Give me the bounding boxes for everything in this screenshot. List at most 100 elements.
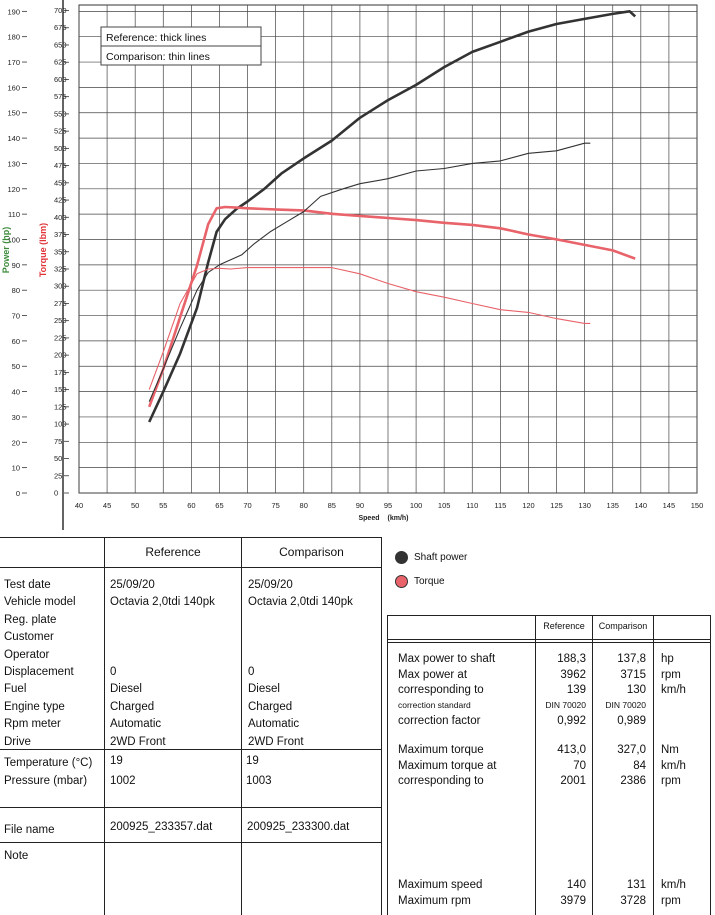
dyno-chart: 0 10 20 30 40 50 60 70 80 90 100 110 120 130 140 150 160…	[1, 0, 703, 530]
power-tick-label: 30	[12, 413, 20, 422]
speed-tick-label: 75	[271, 501, 279, 510]
torque-tick-label: 550	[54, 109, 67, 118]
power-tick-label: 20	[12, 438, 20, 447]
torque-tick-label: 200	[54, 351, 67, 360]
power-tick-label: 70	[12, 312, 20, 321]
env-label-pressure: Pressure (mbar)	[4, 775, 88, 787]
info-value-comparison: 0	[248, 666, 255, 678]
result-comparison: 327,0	[617, 744, 646, 756]
info-value-reference: 25/09/20	[110, 579, 155, 591]
result-comparison: 3715	[620, 668, 646, 681]
speed-tick-label: 130	[578, 501, 591, 510]
result-label: Max power to shaft	[398, 653, 496, 665]
speed-tick-label: 105	[438, 501, 451, 510]
result-reference: 140	[566, 879, 586, 891]
result-label: Max power at	[398, 668, 468, 681]
power-axis-label: Power (hp)	[1, 227, 11, 274]
result-reference: 188,3	[557, 653, 586, 665]
column-divider	[241, 537, 242, 915]
file-name-comparison: 200925_233300.dat	[247, 821, 350, 833]
speed-tick-label: 115	[494, 501, 506, 510]
file-name-reference: 200925_233357.dat	[110, 821, 213, 833]
torque-tick-label: 650	[54, 40, 67, 49]
power-tick-label: 60	[12, 337, 20, 346]
comparison-torque-line	[148, 267, 591, 390]
info-value-comparison: Charged	[248, 700, 293, 713]
temperature-reference: 19	[110, 755, 123, 767]
power-tick-label: 130	[7, 159, 20, 168]
result-unit: km/h	[661, 684, 686, 696]
torque-tick-label: 125	[54, 402, 67, 411]
torque-tick-label: 325	[54, 264, 67, 273]
info-value-comparison: 25/09/20	[248, 579, 293, 591]
power-tick-label: 190	[7, 7, 20, 16]
column-divider	[535, 615, 536, 915]
result-label: Maximum torque at	[398, 759, 497, 772]
legend-item-torque: Torque	[395, 569, 467, 593]
results-table: Reference Comparison Max power to shaft 1…	[387, 615, 711, 915]
torque-tick-label: 100	[54, 420, 67, 429]
power-tick-label: 80	[12, 286, 20, 295]
temperature-comparison: 19	[246, 755, 259, 767]
result-unit: km/h	[661, 879, 686, 891]
result-comparison: 84	[633, 759, 646, 772]
torque-tick-label: 500	[54, 144, 67, 153]
table-top-border	[388, 615, 710, 616]
env-label-temperature: Temperature (°C)	[4, 757, 93, 769]
torque-swatch	[395, 574, 408, 588]
speed-tick-label: 125	[550, 501, 563, 510]
speed-tick-label: 145	[663, 501, 676, 510]
torque-tick-label: 250	[54, 316, 67, 325]
speed-axis: 40 45 50 55 60 65 70 75 80 85 90 95 100 105 110 115 120 1…	[75, 501, 703, 510]
torque-tick-label: 400	[54, 213, 67, 222]
power-tick-label: 100	[7, 235, 20, 244]
torque-axis-label: Torque (lbm)	[38, 223, 48, 277]
torque-tick-label: 225	[54, 333, 67, 342]
reference-torque-line	[147, 205, 636, 408]
note-label: Note	[4, 850, 29, 862]
speed-axis-label: Speed	[358, 515, 379, 522]
torque-tick-label: 375	[54, 230, 67, 239]
column-divider	[592, 615, 593, 915]
info-value-reference: 2WD Front	[110, 735, 166, 748]
pressure-reference: 1002	[110, 775, 136, 787]
speed-tick-label: 90	[356, 501, 364, 510]
torque-tick-label: 175	[54, 368, 67, 377]
power-tick-label: 90	[12, 261, 20, 270]
result-unit: rpm	[661, 668, 681, 681]
result-unit: km/h	[661, 759, 686, 772]
annotation-reference: Reference: thick lines	[106, 32, 206, 44]
result-label: correction standard	[398, 699, 471, 710]
result-reference: 2001	[560, 775, 586, 787]
info-label: Rpm meter	[4, 718, 61, 731]
info-label: Customer	[4, 631, 54, 644]
legend-label-torque: Torque	[414, 575, 445, 587]
power-axis: 0 10 20 30 40 50 60 70 80 90 100 110 120 130 140 150 160…	[7, 7, 27, 498]
column-divider	[104, 537, 105, 915]
shaft-power-swatch	[395, 550, 408, 564]
info-label: Operator	[4, 648, 50, 661]
speed-tick-label: 65	[215, 501, 223, 510]
speed-tick-label: 60	[187, 501, 195, 510]
speed-tick-label: 40	[75, 501, 83, 510]
result-reference: 70	[573, 759, 586, 772]
torque-tick-label: 50	[54, 454, 62, 463]
chart-grid	[78, 4, 698, 494]
power-tick-label: 10	[12, 464, 20, 473]
info-value-reference: Automatic	[110, 718, 162, 731]
chart-series	[147, 10, 637, 423]
annotation-comparison: Comparison: thin lines	[106, 51, 210, 63]
speed-tick-label: 85	[328, 501, 336, 510]
result-unit: rpm	[661, 894, 681, 907]
torque-tick-label: 25	[54, 471, 62, 480]
result-label: Maximum torque	[398, 744, 484, 756]
torque-tick-label: 675	[54, 23, 67, 32]
power-tick-label: 50	[12, 362, 20, 371]
torque-axis: 0 25 50 75 100 125 150 175 200 225 250 275 300 325 350…	[54, 0, 69, 530]
power-tick-label: 120	[7, 185, 20, 194]
power-tick-label: 110	[8, 210, 20, 219]
speed-tick-label: 45	[103, 501, 111, 510]
result-label: corresponding to	[398, 775, 484, 787]
header-divider	[0, 567, 382, 568]
result-comparison: 130	[626, 684, 646, 696]
